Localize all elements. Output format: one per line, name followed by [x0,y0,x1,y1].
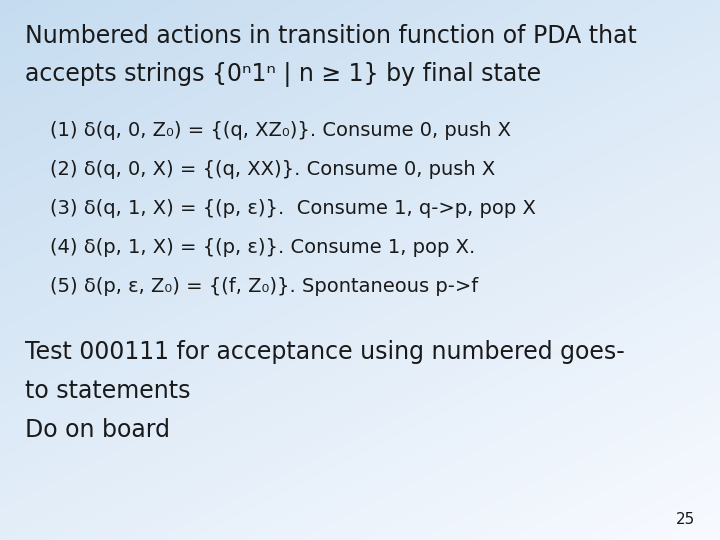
Text: (5) δ(p, ε, Z₀) = {(f, Z₀)}. Spontaneous p->f: (5) δ(p, ε, Z₀) = {(f, Z₀)}. Spontaneous… [50,277,479,296]
Text: 25: 25 [675,511,695,526]
Text: to statements: to statements [25,379,191,403]
Text: (1) δ(q, 0, Z₀) = {(q, XZ₀)}. Consume 0, push X: (1) δ(q, 0, Z₀) = {(q, XZ₀)}. Consume 0,… [50,122,511,140]
Text: Do on board: Do on board [25,418,170,442]
Text: (2) δ(q, 0, X) = {(q, XX)}. Consume 0, push X: (2) δ(q, 0, X) = {(q, XX)}. Consume 0, p… [50,160,495,179]
Text: (3) δ(q, 1, X) = {(p, ε)}.  Consume 1, q->p, pop X: (3) δ(q, 1, X) = {(p, ε)}. Consume 1, q-… [50,199,536,218]
Text: Numbered actions in transition function of PDA that: Numbered actions in transition function … [25,24,637,48]
Text: (4) δ(p, 1, X) = {(p, ε)}. Consume 1, pop X.: (4) δ(p, 1, X) = {(p, ε)}. Consume 1, po… [50,238,476,257]
Text: accepts strings {0ⁿ1ⁿ | n ≥ 1} by final state: accepts strings {0ⁿ1ⁿ | n ≥ 1} by final … [25,62,541,87]
Text: Test 000111 for acceptance using numbered goes-: Test 000111 for acceptance using numbere… [25,340,625,364]
